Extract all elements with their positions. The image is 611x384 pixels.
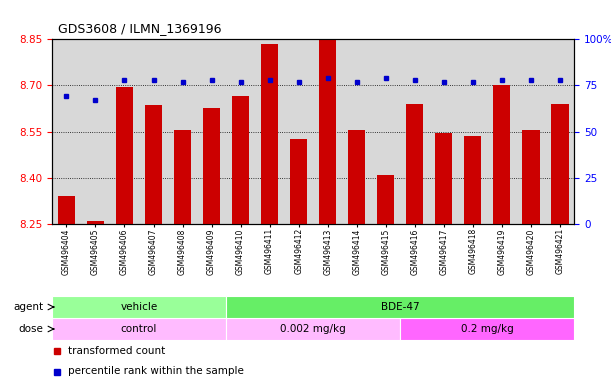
Bar bbox=[261, 44, 279, 224]
Bar bbox=[290, 139, 307, 224]
Bar bbox=[145, 105, 163, 224]
Bar bbox=[52, 296, 226, 318]
Bar bbox=[174, 130, 191, 224]
Text: 0.2 mg/kg: 0.2 mg/kg bbox=[461, 324, 514, 334]
Bar bbox=[319, 38, 336, 224]
Bar bbox=[522, 130, 540, 224]
Text: vehicle: vehicle bbox=[120, 302, 158, 312]
Bar bbox=[203, 108, 220, 224]
Text: agent: agent bbox=[13, 302, 43, 312]
Bar bbox=[464, 136, 481, 224]
Bar bbox=[58, 196, 75, 224]
Bar bbox=[226, 296, 574, 318]
Text: GDS3608 / ILMN_1369196: GDS3608 / ILMN_1369196 bbox=[58, 22, 222, 35]
Bar bbox=[52, 318, 226, 339]
Text: BDE-47: BDE-47 bbox=[381, 302, 420, 312]
Bar bbox=[551, 104, 568, 224]
Bar bbox=[87, 221, 104, 224]
Text: 0.002 mg/kg: 0.002 mg/kg bbox=[280, 324, 346, 334]
Bar bbox=[348, 130, 365, 224]
Bar bbox=[406, 104, 423, 224]
Bar bbox=[493, 85, 510, 224]
Bar bbox=[435, 133, 452, 224]
Bar bbox=[377, 175, 395, 224]
Bar bbox=[232, 96, 249, 224]
Text: dose: dose bbox=[18, 324, 43, 334]
Text: percentile rank within the sample: percentile rank within the sample bbox=[68, 366, 243, 376]
Bar bbox=[226, 318, 400, 339]
Bar bbox=[400, 318, 574, 339]
Text: transformed count: transformed count bbox=[68, 346, 165, 356]
Bar bbox=[116, 87, 133, 224]
Text: control: control bbox=[121, 324, 157, 334]
